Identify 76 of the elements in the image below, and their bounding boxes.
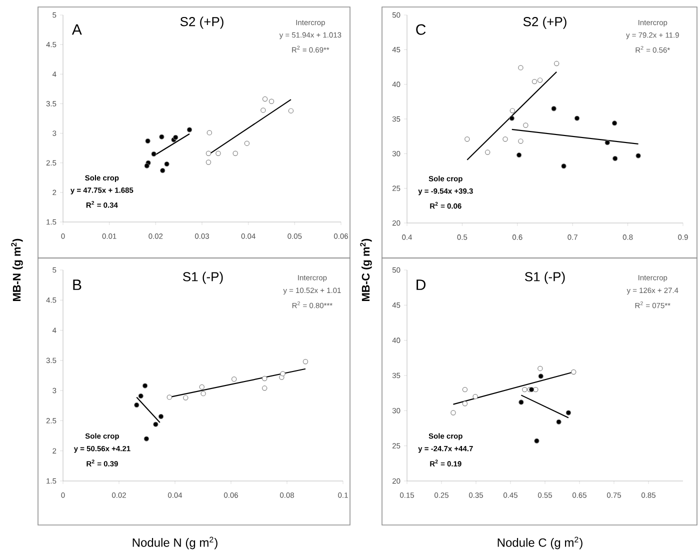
point	[199, 384, 204, 390]
point	[280, 371, 286, 376]
point	[537, 78, 543, 83]
point	[636, 153, 641, 158]
point	[574, 116, 580, 121]
point	[262, 386, 268, 391]
point	[538, 374, 544, 379]
point	[166, 394, 172, 400]
point	[262, 376, 268, 382]
point	[510, 108, 516, 114]
chart-title: S2 (+P)	[180, 16, 224, 29]
point	[518, 138, 524, 144]
point	[138, 393, 144, 399]
point	[450, 410, 456, 416]
point	[472, 394, 478, 400]
point	[164, 161, 170, 167]
chart-title: S1 (-P)	[525, 272, 565, 284]
point	[502, 136, 508, 142]
point	[566, 410, 572, 416]
y-axis-title: MB-C (g m$^{2}$)	[360, 238, 372, 301]
point	[153, 422, 158, 427]
point	[232, 150, 238, 156]
annotation: D	[416, 280, 426, 290]
chart-title: S2 (+P)	[523, 16, 566, 29]
x-axis-title: Nodule C (g m$^{2}$)	[498, 536, 582, 550]
point	[186, 127, 192, 132]
point	[262, 96, 268, 102]
point	[518, 65, 524, 70]
annotation: A	[72, 24, 82, 35]
y-axis-title: MB-N (g m$^{2}$)	[11, 238, 23, 301]
point	[551, 106, 556, 112]
annotation: C	[416, 24, 426, 35]
point	[151, 151, 156, 157]
point	[462, 386, 468, 392]
point	[206, 150, 212, 156]
point	[206, 130, 212, 136]
point	[556, 419, 562, 425]
point	[158, 414, 164, 420]
point	[612, 120, 618, 126]
point	[144, 163, 150, 168]
point	[260, 108, 266, 113]
chart-title: S1 (-P)	[183, 272, 223, 284]
point	[288, 108, 294, 114]
point	[216, 150, 221, 156]
point	[462, 401, 468, 406]
point	[554, 60, 560, 66]
point	[159, 134, 164, 140]
point	[206, 160, 212, 165]
point	[522, 386, 528, 392]
point	[145, 138, 150, 144]
point	[268, 98, 274, 104]
point	[142, 383, 148, 388]
point	[532, 78, 538, 84]
point	[144, 436, 150, 442]
point	[571, 369, 576, 375]
point	[134, 402, 140, 408]
point	[183, 395, 188, 400]
point	[509, 116, 514, 121]
point	[538, 366, 543, 372]
point	[516, 152, 522, 158]
point	[302, 359, 308, 364]
point	[244, 140, 250, 146]
point	[464, 136, 470, 142]
x-axis-title: Nodule N (g m$^{2}$)	[132, 536, 218, 550]
point	[604, 140, 610, 146]
point	[160, 168, 166, 174]
point	[484, 150, 490, 155]
point	[518, 400, 524, 405]
point	[200, 390, 206, 396]
point	[534, 438, 540, 444]
point	[231, 376, 237, 382]
point	[523, 122, 528, 128]
annotation: B	[73, 280, 82, 290]
point	[561, 164, 566, 169]
point	[172, 134, 178, 140]
point	[612, 156, 618, 162]
